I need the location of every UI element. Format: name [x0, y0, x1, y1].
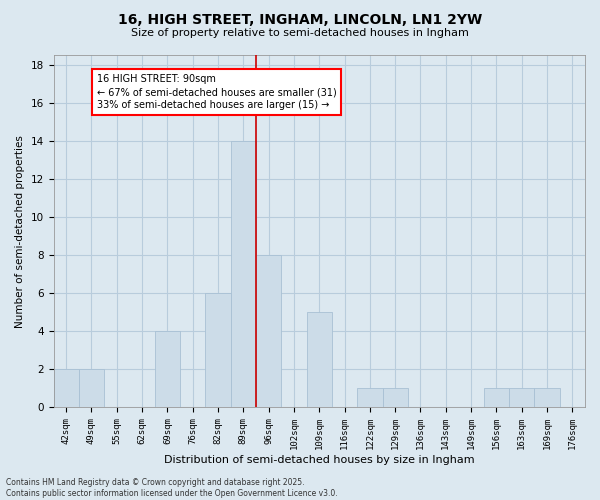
- Y-axis label: Number of semi-detached properties: Number of semi-detached properties: [15, 135, 25, 328]
- Text: Contains HM Land Registry data © Crown copyright and database right 2025.
Contai: Contains HM Land Registry data © Crown c…: [6, 478, 338, 498]
- Bar: [383, 388, 408, 407]
- Bar: [357, 388, 383, 407]
- Bar: [307, 312, 332, 408]
- Bar: [484, 388, 509, 407]
- Bar: [256, 255, 281, 408]
- Text: 16 HIGH STREET: 90sqm
← 67% of semi-detached houses are smaller (31)
33% of semi: 16 HIGH STREET: 90sqm ← 67% of semi-deta…: [97, 74, 337, 110]
- Bar: [509, 388, 535, 407]
- Bar: [53, 370, 79, 408]
- Text: Size of property relative to semi-detached houses in Ingham: Size of property relative to semi-detach…: [131, 28, 469, 38]
- Bar: [205, 293, 230, 408]
- Bar: [79, 370, 104, 408]
- Bar: [155, 332, 180, 407]
- X-axis label: Distribution of semi-detached houses by size in Ingham: Distribution of semi-detached houses by …: [164, 455, 475, 465]
- Text: 16, HIGH STREET, INGHAM, LINCOLN, LN1 2YW: 16, HIGH STREET, INGHAM, LINCOLN, LN1 2Y…: [118, 12, 482, 26]
- Bar: [230, 140, 256, 407]
- Bar: [535, 388, 560, 407]
